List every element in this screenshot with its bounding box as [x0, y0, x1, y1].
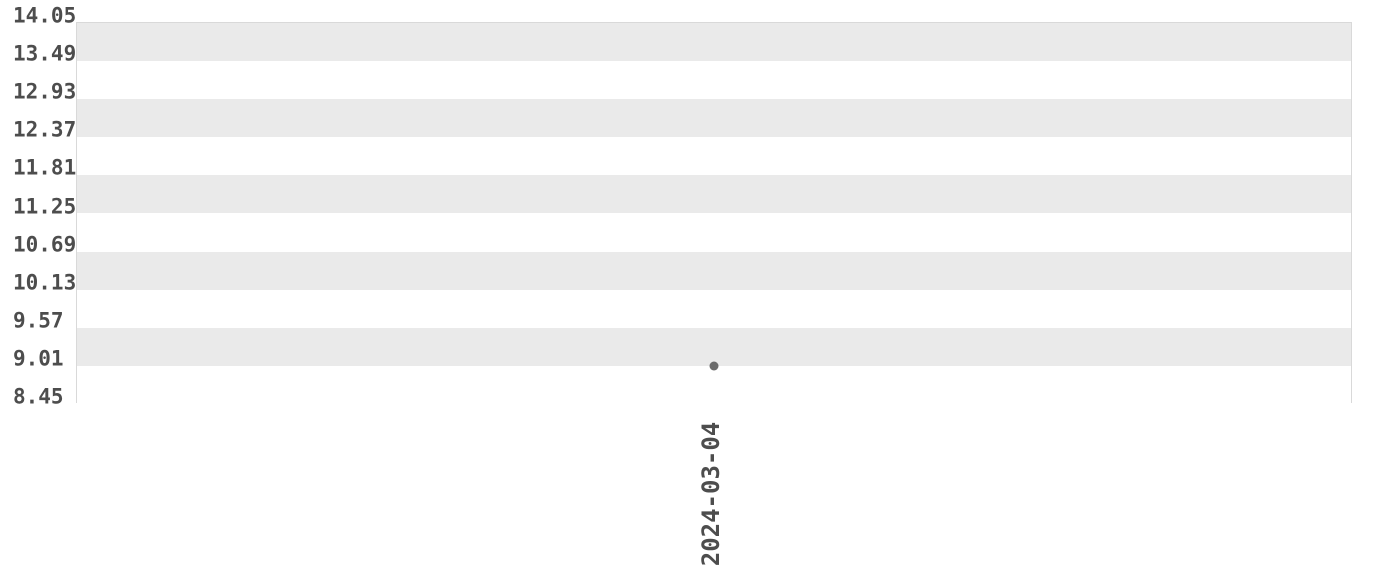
y-tick-label: 12.37 — [13, 117, 77, 142]
y-tick-label: 14.05 — [13, 3, 77, 28]
grid-band — [77, 137, 1351, 176]
y-tick-label: 11.25 — [13, 194, 77, 218]
grid-band — [77, 99, 1351, 138]
y-tick-label: 9.57 — [13, 308, 64, 333]
data-point — [709, 361, 719, 371]
grid-band — [77, 213, 1351, 252]
y-tick-label: 10.69 — [13, 232, 77, 257]
y-tick-label: 13.49 — [13, 41, 77, 66]
grid-band — [77, 251, 1351, 290]
grid-band — [77, 289, 1351, 328]
grid-band — [77, 23, 1351, 62]
y-tick-label: 9.01 — [13, 346, 64, 371]
grid-band — [77, 61, 1351, 100]
y-tick-label: 12.93 — [13, 79, 77, 104]
grid-band — [77, 365, 1351, 404]
y-tick-label: 11.81 — [13, 155, 77, 180]
plot-area — [76, 22, 1352, 404]
grid-band — [77, 327, 1351, 366]
grid-band — [77, 175, 1351, 214]
x-tick-label: 2024-03-04 — [697, 421, 725, 567]
y-tick-label: 8.45 — [13, 384, 64, 409]
y-tick-label: 10.13 — [13, 270, 77, 295]
